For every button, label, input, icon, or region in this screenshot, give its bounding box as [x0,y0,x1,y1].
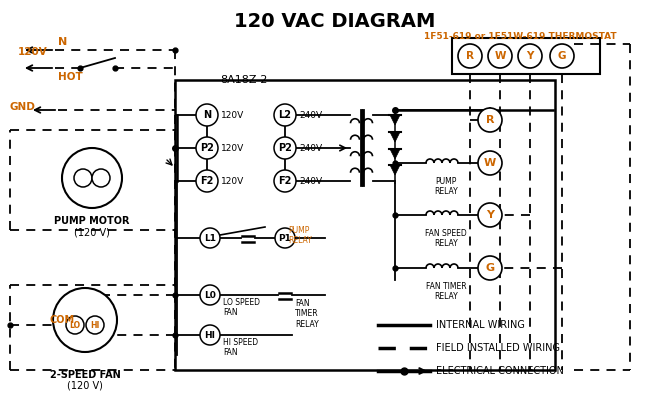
Text: HI SPEED
FAN: HI SPEED FAN [223,338,258,357]
Text: G: G [557,51,566,61]
Text: L1: L1 [204,233,216,243]
Circle shape [200,228,220,248]
Circle shape [200,285,220,305]
Text: PUMP MOTOR: PUMP MOTOR [54,216,130,226]
Polygon shape [390,165,400,175]
Text: LO: LO [70,321,80,329]
Text: 120V: 120V [221,176,245,186]
Text: F2: F2 [278,176,291,186]
Circle shape [274,137,296,159]
Circle shape [478,203,502,227]
Circle shape [92,169,110,187]
Text: PUMP
RELAY: PUMP RELAY [434,177,458,197]
Text: Y: Y [486,210,494,220]
Text: L2: L2 [279,110,291,120]
Circle shape [200,325,220,345]
Text: N: N [58,37,67,47]
Text: (120 V): (120 V) [74,227,110,237]
Circle shape [478,108,502,132]
Text: FAN
TIMER
RELAY: FAN TIMER RELAY [295,299,319,329]
Text: INTERNAL WIRING: INTERNAL WIRING [436,320,525,330]
Text: FAN TIMER
RELAY: FAN TIMER RELAY [425,282,466,301]
Text: 2-SPEED FAN: 2-SPEED FAN [50,370,121,380]
Circle shape [53,288,117,352]
Text: F2: F2 [200,176,214,186]
Circle shape [488,44,512,68]
Circle shape [478,151,502,175]
Text: PUMP
RELAY: PUMP RELAY [288,226,312,246]
Text: 240V: 240V [299,143,322,153]
Text: P1: P1 [279,233,291,243]
Text: 120V: 120V [18,47,48,57]
Text: P2: P2 [278,143,292,153]
Circle shape [196,170,218,192]
Text: R: R [466,51,474,61]
Polygon shape [390,132,400,142]
Circle shape [74,169,92,187]
Circle shape [196,137,218,159]
Circle shape [62,148,122,208]
Bar [452,38,600,74]
Text: Y: Y [527,51,534,61]
Text: 120 VAC DIAGRAM: 120 VAC DIAGRAM [234,12,436,31]
Text: R: R [486,115,494,125]
Text: HI: HI [90,321,100,329]
Bar [175,80,555,370]
Text: 240V: 240V [299,111,322,119]
Circle shape [478,256,502,280]
Text: L0: L0 [204,290,216,300]
Text: GND: GND [10,102,36,112]
Text: 120V: 120V [221,111,245,119]
Circle shape [196,104,218,126]
Text: ELECTRICAL CONNECTION: ELECTRICAL CONNECTION [436,366,564,376]
Circle shape [274,170,296,192]
Circle shape [275,228,295,248]
Text: 240V: 240V [299,176,322,186]
Text: LO SPEED
FAN: LO SPEED FAN [223,298,260,318]
Text: N: N [203,110,211,120]
Text: W: W [494,51,506,61]
Circle shape [458,44,482,68]
Circle shape [274,104,296,126]
Text: FAN SPEED
RELAY: FAN SPEED RELAY [425,229,467,248]
Circle shape [550,44,574,68]
Text: FIELD INSTALLED WIRING: FIELD INSTALLED WIRING [436,343,560,353]
Text: P2: P2 [200,143,214,153]
Text: 1F51-619 or 1F51W-619 THERMOSTAT: 1F51-619 or 1F51W-619 THERMOSTAT [423,32,616,41]
Text: 120V: 120V [221,143,245,153]
Circle shape [66,316,84,334]
Text: (120 V): (120 V) [67,381,103,391]
Text: 8A18Z-2: 8A18Z-2 [220,75,267,85]
Text: W: W [484,158,496,168]
Text: COM: COM [50,315,75,325]
Circle shape [518,44,542,68]
Text: HI: HI [204,331,216,339]
Polygon shape [390,149,400,159]
Text: G: G [486,263,494,273]
Polygon shape [390,115,400,125]
Text: HOT: HOT [58,72,83,82]
Circle shape [86,316,104,334]
